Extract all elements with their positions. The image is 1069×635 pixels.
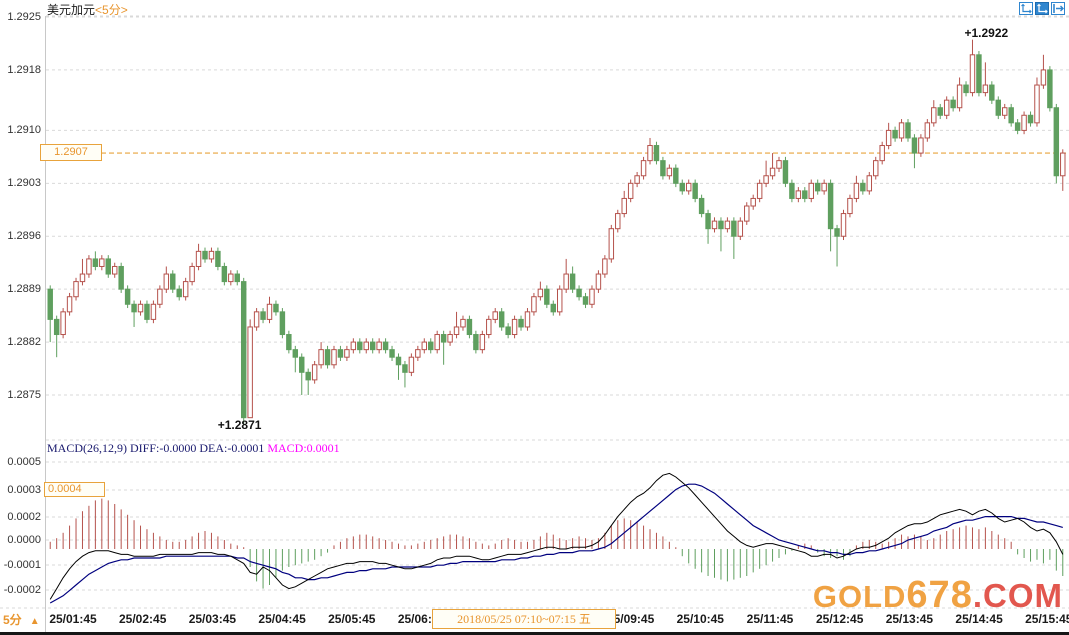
price-axis-label: 1.2910 — [7, 124, 41, 137]
candle-datetime-box: 2018/05/25 07:10~07:15 五 — [432, 609, 616, 629]
chart-toolbar — [1019, 2, 1065, 15]
axis-scale-active-icon[interactable] — [1035, 2, 1049, 15]
macd-axis-label: 0.0003 — [7, 484, 41, 496]
time-axis-label: 25/11:45 — [746, 612, 794, 626]
macd-axis-label: 0.0002 — [7, 511, 41, 523]
macd-axis-label: 0.0000 — [7, 534, 41, 546]
time-axis-label: 25/04:45 — [258, 612, 306, 626]
price-axis-label: 1.2918 — [7, 63, 41, 76]
bottom-period-control: 5分 ▲ — [3, 611, 40, 628]
axis-scale-icon[interactable] — [1019, 2, 1033, 15]
up-arrow-icon[interactable]: ▲ — [29, 616, 40, 627]
macd-axis-label: 0.0005 — [7, 456, 41, 468]
price-axis-label: 1.2889 — [7, 283, 41, 296]
time-axis-label: 25/03:45 — [188, 612, 237, 626]
price-axis-label: 1.2903 — [7, 177, 41, 190]
time-axis-label: 25/14:45 — [955, 612, 1003, 626]
instrument-name: 美元加元 — [47, 3, 96, 17]
time-axis-label: 25/10:45 — [676, 612, 724, 626]
price-axis-label: 1.2882 — [7, 336, 41, 349]
time-axis-label: 25/01:45 — [49, 612, 97, 626]
price-axis-label: 1.2925 — [7, 11, 41, 23]
period-label[interactable]: 5分 — [3, 613, 22, 627]
macd-axis-label: -0.0001 — [3, 559, 41, 571]
macd-header: MACD(26,12,9) DIFF:-0.0000 DEA:-0.0001 M… — [47, 441, 340, 456]
macd-value-text: MACD:0.0001 — [267, 441, 340, 455]
high-price-annotation: +1.2922 — [964, 25, 1009, 40]
exit-panel-icon[interactable] — [1051, 2, 1065, 15]
period-tag: <5分> — [95, 3, 128, 17]
chart-title: 美元加元<5分> — [47, 1, 128, 18]
bottom-border-strip — [0, 632, 1069, 635]
time-axis-label: 25/02:45 — [119, 612, 167, 626]
price-axis-label: 1.2875 — [7, 389, 41, 401]
time-axis-label: 25/09:45 — [606, 612, 655, 626]
time-axis-label: 25/15:45 — [1025, 612, 1069, 626]
time-axis-label: 25/05:45 — [328, 612, 376, 626]
watermark-678: 678 — [906, 574, 973, 616]
macd-max-tag: 0.0004 — [44, 482, 105, 497]
time-axis-label: 25/13:45 — [885, 612, 934, 626]
current-price-tag: 1.2907 — [40, 144, 102, 162]
low-price-annotation: +1.2871 — [217, 418, 262, 433]
watermark-com: .COM — [972, 577, 1063, 614]
time-axis-label: 25/12:45 — [816, 612, 864, 626]
macd-axis-label: -0.0002 — [3, 584, 41, 596]
watermark-gold: GOLD — [812, 579, 907, 614]
price-axis-label: 1.2896 — [7, 230, 41, 243]
macd-params-text: MACD(26,12,9) DIFF:-0.0000 DEA:-0.0001 — [47, 441, 265, 455]
watermark-logo: GOLD678.COM — [813, 574, 1063, 617]
